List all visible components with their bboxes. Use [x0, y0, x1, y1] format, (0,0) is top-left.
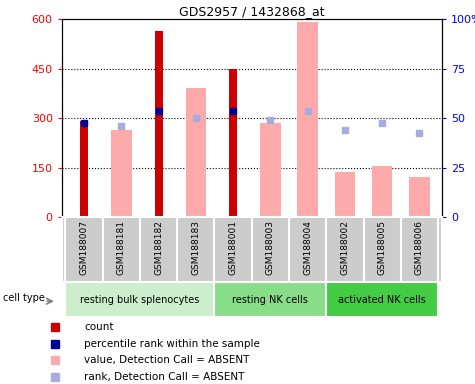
Text: GSM188005: GSM188005 — [378, 220, 387, 275]
Bar — [297, 23, 318, 217]
Text: GSM188003: GSM188003 — [266, 220, 275, 275]
Text: GSM188007: GSM188007 — [80, 220, 89, 275]
Text: cell type: cell type — [3, 293, 45, 303]
Text: GSM188004: GSM188004 — [303, 220, 312, 275]
Text: activated NK cells: activated NK cells — [338, 295, 426, 305]
Bar — [66, 282, 215, 317]
Text: GSM188181: GSM188181 — [117, 220, 126, 275]
Text: GSM188001: GSM188001 — [228, 220, 238, 275]
Title: GDS2957 / 1432868_at: GDS2957 / 1432868_at — [179, 5, 324, 18]
Bar — [409, 177, 430, 217]
Bar — [215, 282, 326, 317]
Text: GSM188006: GSM188006 — [415, 220, 424, 275]
Text: value, Detection Call = ABSENT: value, Detection Call = ABSENT — [84, 356, 249, 366]
Text: GSM188183: GSM188183 — [191, 220, 200, 275]
Bar — [80, 121, 88, 217]
Text: GSM188182: GSM188182 — [154, 220, 163, 275]
Bar — [260, 123, 281, 217]
Bar — [154, 31, 163, 217]
Text: resting bulk splenocytes: resting bulk splenocytes — [80, 295, 200, 305]
Bar — [111, 130, 132, 217]
Text: count: count — [84, 322, 114, 332]
Text: GSM188002: GSM188002 — [341, 220, 350, 275]
Text: percentile rank within the sample: percentile rank within the sample — [84, 339, 260, 349]
Text: resting NK cells: resting NK cells — [232, 295, 308, 305]
Bar — [229, 69, 237, 217]
Text: rank, Detection Call = ABSENT: rank, Detection Call = ABSENT — [84, 372, 244, 382]
Bar — [326, 282, 438, 317]
Bar — [335, 172, 355, 217]
Bar — [186, 88, 206, 217]
Bar — [372, 166, 392, 217]
